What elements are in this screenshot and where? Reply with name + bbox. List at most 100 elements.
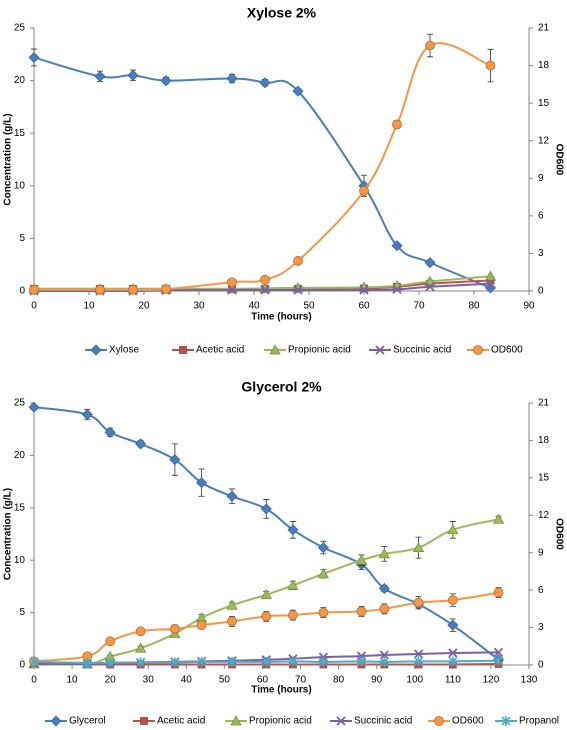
- data-point-glycerol: [287, 524, 299, 536]
- x-tick-label: 90: [371, 675, 383, 686]
- data-point-propanol: [356, 656, 367, 667]
- data-point-propionic-acid: [492, 513, 505, 524]
- legend-item-xylose: Xylose: [85, 344, 139, 356]
- legend-marker: [179, 346, 187, 354]
- legend-label: Succinic acid: [393, 345, 451, 356]
- data-point-succinic-acid: [293, 285, 303, 295]
- x-axis-title: Time (hours): [251, 312, 311, 323]
- data-point-od600: [293, 256, 303, 266]
- data-point-glycerol: [135, 438, 147, 450]
- data-point-propionic-acid: [484, 270, 497, 281]
- data-point-glycerol: [317, 542, 329, 554]
- data-point-od600: [379, 603, 390, 614]
- data-point-od600: [447, 595, 458, 606]
- legend-marker: [336, 716, 346, 726]
- x-tick-label: 80: [333, 675, 345, 686]
- y2-tick-label: 3: [538, 248, 544, 259]
- data-point-succinic-acid: [359, 285, 369, 295]
- y-tick-label: 25: [14, 398, 26, 409]
- data-point-xylose: [259, 77, 271, 89]
- y2-tick-label: 12: [538, 510, 550, 521]
- legend-label: Propionic acid: [249, 716, 312, 727]
- series-line-xylose: [33, 56, 491, 289]
- data-point-propionic-acid: [447, 524, 459, 535]
- data-point-propionic-acid: [412, 541, 425, 552]
- y-axis-title: Concentration (g/L): [3, 488, 14, 580]
- y-tick-label: 15: [14, 128, 26, 139]
- data-point-succinic-acid: [227, 285, 237, 295]
- x-tick-label: 70: [295, 675, 307, 686]
- data-point-propanol: [105, 657, 115, 668]
- y2-tick-label: 15: [538, 472, 550, 483]
- x-tick-label: 0: [31, 301, 37, 312]
- x-tick-label: 50: [303, 301, 315, 312]
- y-tick-label: 0: [19, 660, 25, 671]
- data-point-od600: [95, 284, 105, 295]
- data-point-propionic-acid: [378, 548, 390, 559]
- y2-tick-label: 9: [538, 547, 544, 558]
- series-propanol: [29, 655, 504, 668]
- data-point-od600: [288, 610, 298, 620]
- legend-label: Acetic acid: [196, 345, 244, 356]
- y2-tick-label: 0: [538, 286, 544, 297]
- data-point-propanol: [136, 657, 146, 668]
- legend-marker: [269, 344, 281, 355]
- legend-label: OD600: [452, 716, 484, 727]
- data-point-glycerol: [260, 503, 272, 515]
- data-point-od600: [493, 587, 504, 598]
- legend-item-propionic-acid: Propionic acid: [264, 344, 351, 356]
- data-point-succinic-acid: [379, 650, 389, 660]
- chart-xylose: Xylose 2% 0 5 10 15 20 25 0 3 6 9 12 15 18 21 0 10 20 30 40…: [3, 5, 565, 356]
- data-point-xylose: [226, 73, 238, 84]
- legend-marker: [473, 345, 483, 355]
- legend-label: OD600: [491, 345, 523, 356]
- legend-marker: [140, 717, 148, 725]
- data-point-od600: [161, 284, 171, 295]
- y2-tick-label: 12: [538, 135, 550, 146]
- data-point-propanol: [82, 657, 92, 668]
- data-point-glycerol: [81, 409, 93, 421]
- x-tick-label: 110: [445, 675, 461, 686]
- y-tick-label: 5: [19, 233, 25, 244]
- legend-marker: [375, 345, 385, 355]
- data-point-od600: [135, 626, 146, 637]
- data-point-succinic-acid: [425, 282, 435, 292]
- data-point-propanol: [170, 657, 180, 668]
- data-point-od600: [105, 636, 116, 647]
- legend-item-succinic-acid: Succinic acid: [330, 716, 412, 727]
- x-axis-title: Time (hours): [251, 685, 311, 696]
- series-od600: [29, 33, 496, 295]
- data-point-glycerol: [196, 477, 208, 489]
- legend-item-succinic-acid: Succinic acid: [369, 345, 451, 356]
- legend-label: Acetic acid: [157, 716, 205, 727]
- legend-item-propanol: Propanol: [495, 716, 559, 727]
- data-point-glycerol: [226, 490, 238, 502]
- y-tick-label: 10: [14, 180, 26, 191]
- data-point-succinic-acid: [448, 648, 458, 658]
- series-glycerol: [28, 401, 505, 666]
- legend-item-glycerol: Glycerol: [45, 715, 106, 727]
- x-tick-label: 0: [31, 675, 37, 686]
- series-xylose: [28, 48, 496, 294]
- y-tick-label: 0: [19, 286, 25, 297]
- x-tick-label: 60: [358, 301, 370, 312]
- chart-glycerol: Glycerol 2% 0 5 10 15 20 25 0 3 6 9 12 15 18 21 0 10 20 30…: [3, 379, 565, 727]
- data-point-propanol: [379, 656, 389, 667]
- x-tick-label: 30: [193, 301, 205, 312]
- data-point-od600: [359, 185, 369, 196]
- y-tick-label: 25: [14, 23, 26, 34]
- data-point-od600: [128, 284, 138, 295]
- data-point-propionic-acid: [287, 579, 299, 590]
- data-point-propanol: [227, 656, 237, 667]
- legend-label: Propanol: [519, 716, 559, 727]
- x-tick-label: 70: [413, 301, 425, 312]
- y2-tick-label: 21: [538, 398, 550, 409]
- legend-marker: [50, 715, 62, 727]
- x-tick-label: 130: [521, 675, 538, 686]
- legend-marker: [434, 716, 444, 726]
- x-tick-label: 10: [83, 301, 95, 312]
- data-point-xylose: [28, 51, 40, 63]
- y-axis-title: Concentration (g/L): [3, 113, 14, 205]
- data-point-propanol: [288, 656, 298, 667]
